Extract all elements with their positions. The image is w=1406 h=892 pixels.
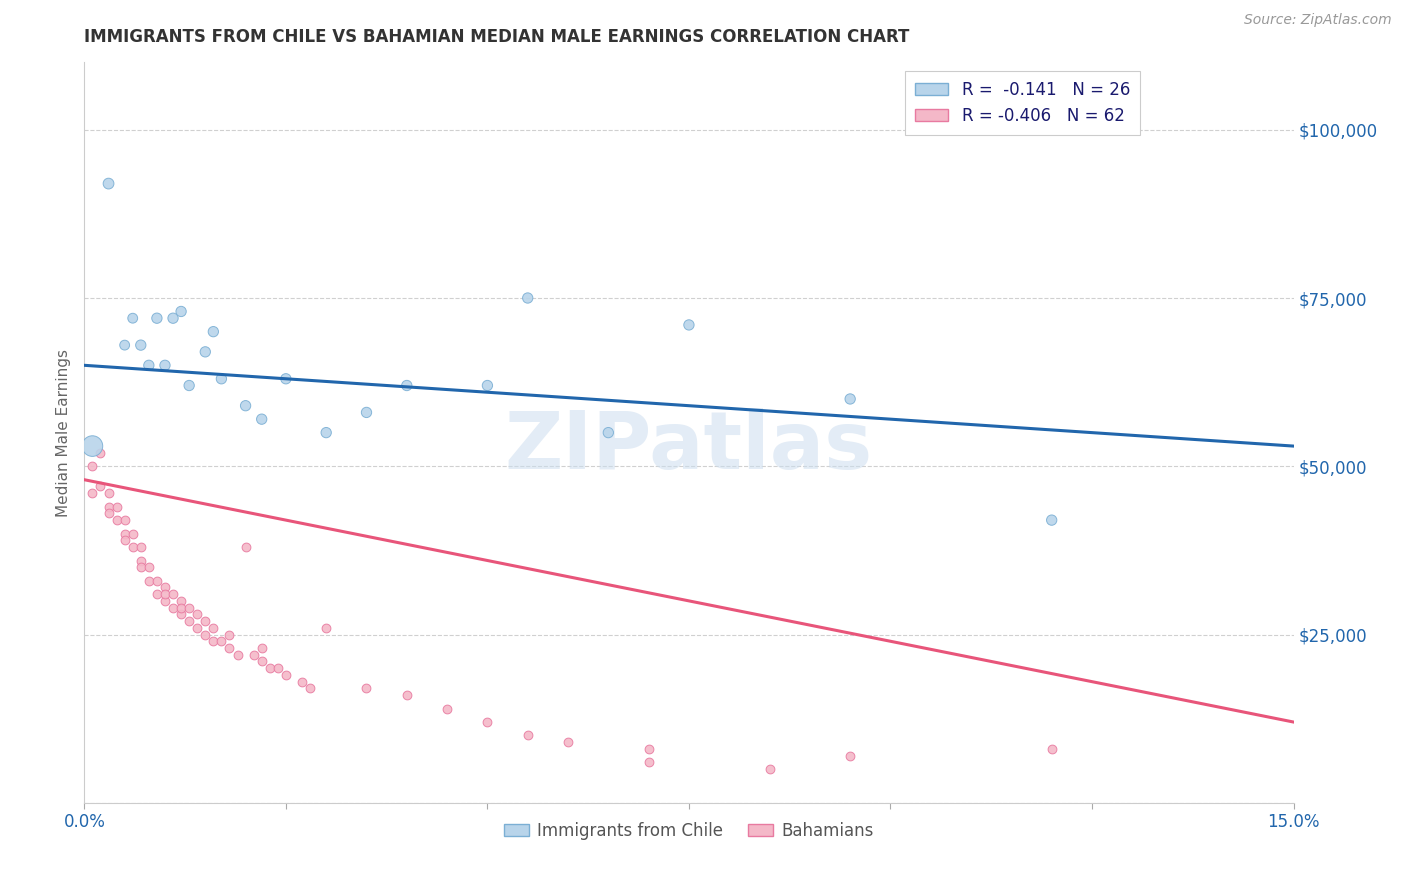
Point [839,392,862,406]
Point [153,587,176,601]
Point [1040,513,1063,527]
Point [356,405,378,419]
Point [138,574,160,588]
Point [146,574,169,588]
Point [129,338,152,352]
Point [105,500,128,514]
Point [758,762,780,776]
Point [138,359,160,373]
Point [477,378,499,392]
Point [235,399,257,413]
Point [129,560,152,574]
Point [82,439,104,453]
Point [516,729,538,743]
Point [637,756,659,770]
Point [218,640,240,655]
Point [97,507,120,521]
Text: IMMIGRANTS FROM CHILE VS BAHAMIAN MEDIAN MALE EARNINGS CORRELATION CHART: IMMIGRANTS FROM CHILE VS BAHAMIAN MEDIAN… [84,28,910,45]
Point [89,446,111,460]
Point [129,553,152,567]
Point [146,587,169,601]
Point [121,526,143,541]
Point [82,459,104,474]
Point [209,372,232,386]
Legend: Immigrants from Chile, Bahamians: Immigrants from Chile, Bahamians [498,815,880,847]
Point [170,607,193,622]
Point [839,748,862,763]
Point [162,587,184,601]
Point [114,526,136,541]
Point [82,486,104,500]
Point [299,681,322,696]
Point [97,177,120,191]
Point [395,688,418,702]
Point [89,479,111,493]
Point [170,600,193,615]
Point [194,344,217,359]
Point [250,655,273,669]
Point [170,304,193,318]
Point [598,425,620,440]
Point [202,621,225,635]
Point [179,378,201,392]
Point [97,486,120,500]
Point [146,311,169,326]
Point [436,701,458,715]
Y-axis label: Median Male Earnings: Median Male Earnings [56,349,72,516]
Point [315,425,337,440]
Point [250,640,273,655]
Point [557,735,579,749]
Point [1040,742,1063,756]
Point [179,600,201,615]
Text: ZIPatlas: ZIPatlas [505,409,873,486]
Point [186,621,208,635]
Point [121,540,143,554]
Text: Source: ZipAtlas.com: Source: ZipAtlas.com [1244,13,1392,28]
Point [97,500,120,514]
Point [202,634,225,648]
Point [138,560,160,574]
Point [153,581,176,595]
Point [226,648,249,662]
Point [194,627,217,641]
Point [179,614,201,628]
Point [114,533,136,548]
Point [259,661,281,675]
Point [395,378,418,392]
Point [162,600,184,615]
Point [218,627,240,641]
Point [121,311,143,326]
Point [114,513,136,527]
Point [105,513,128,527]
Point [162,311,184,326]
Point [235,540,257,554]
Point [202,325,225,339]
Point [153,594,176,608]
Point [209,634,232,648]
Point [129,540,152,554]
Point [477,714,499,729]
Point [291,674,314,689]
Point [516,291,538,305]
Point [274,668,297,682]
Point [250,412,273,426]
Point [242,648,264,662]
Point [194,614,217,628]
Point [274,372,297,386]
Point [315,621,337,635]
Point [267,661,290,675]
Point [356,681,378,696]
Point [153,359,176,373]
Point [170,594,193,608]
Point [678,318,700,332]
Point [186,607,208,622]
Point [637,742,659,756]
Point [114,338,136,352]
